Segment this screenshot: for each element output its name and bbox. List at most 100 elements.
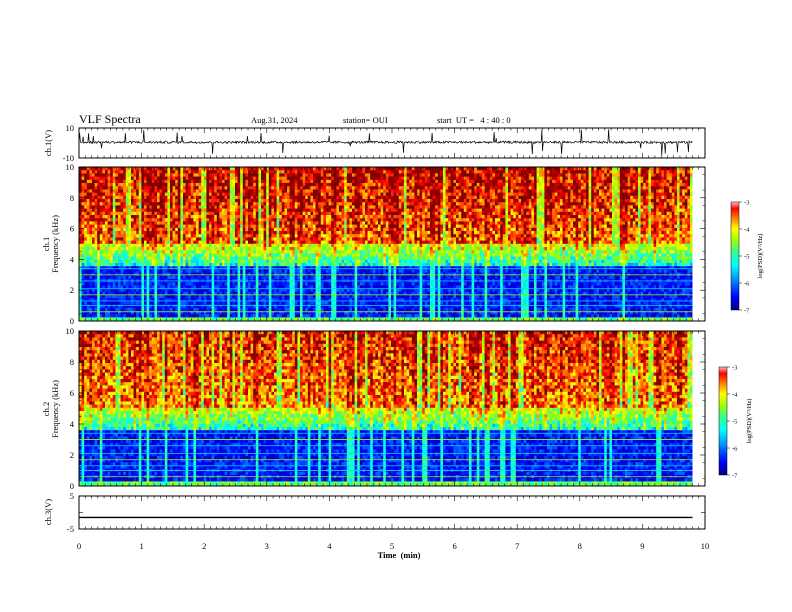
spectrogram-cell [120,263,124,267]
spectrogram-cell [120,167,124,171]
spectrogram-cell [201,314,205,318]
spectrogram-cell [341,243,345,248]
spectrogram-cell [115,275,119,280]
spectrogram-cell [201,189,205,193]
spectrogram-cell [107,275,111,280]
spectrogram-cell [162,282,166,286]
spectrogram-cell [86,199,90,203]
spectrogram-cell [190,205,194,209]
spectrogram-cell [297,282,301,286]
spectrogram-cell [123,227,127,232]
spectrogram-cell [203,234,207,238]
spectrogram-cell [336,259,340,264]
spectrogram-cell [102,256,106,261]
spectrogram-cell [196,218,199,222]
spectrogram-cell [167,170,171,174]
spectrogram-cell [333,205,337,209]
spectrogram-cell [102,298,106,302]
spectrogram-cell [112,183,116,187]
spectrogram-cell [240,259,244,264]
spectrogram-cell [154,218,158,222]
spectrogram-cell [193,307,197,312]
spectrogram-cell [99,189,103,193]
spectrogram-cell [279,304,283,309]
spectrogram-cell [224,282,228,286]
spectrogram-cell [157,243,160,248]
spectrogram-cell [336,275,340,280]
spectrogram-cell [180,170,184,174]
spectrogram-cell [274,179,277,184]
spectrogram-cell [297,314,301,318]
spectrogram-cell [229,195,233,200]
spectrogram-cell [305,195,309,200]
spectrogram-cell [193,298,197,302]
spectrogram-cell [248,170,251,174]
spectrogram-cell [232,291,236,296]
spectrogram-cell [258,256,262,261]
spectrogram-cell [242,202,246,206]
spectrogram-cell [209,259,212,264]
spectrogram-cell [268,259,272,264]
spectrogram-cell [198,211,202,216]
spectrogram-cell [162,269,166,273]
spectrogram-cell [268,298,272,302]
spectrogram-cell [284,266,288,270]
spectrogram-cell [302,282,306,286]
spectrogram-cell [271,186,275,190]
spectrogram-cell [198,269,202,273]
spectrogram-cell [222,186,225,190]
spectrogram-cell [193,179,197,184]
spectrogram-cell [112,195,116,200]
spectrogram-cell [118,192,121,197]
spectrogram-cell [84,189,88,193]
spectrogram-cell [240,199,244,203]
spectrogram-cell [326,173,329,177]
spectrogram-cell [120,285,124,289]
spectrogram-cell [128,250,132,254]
spectrogram-cell [159,304,163,309]
spectrogram-cell [162,307,166,312]
spectrogram-cell [331,221,335,225]
spectrogram-cell [177,195,181,200]
spectrogram-cell [79,205,82,209]
spectrogram-cell [219,266,223,270]
spectrogram-cell [224,231,228,235]
spectrogram-cell [214,215,218,219]
spectrogram-cell [146,211,150,216]
spectrogram-cell [183,288,186,293]
spectrogram-cell [310,167,314,171]
spectrogram-cell [279,285,283,289]
spectrogram-cell [227,227,231,232]
spectrogram-cell [235,221,238,225]
spectrogram-cell [313,227,316,232]
spectrogram-cell [310,186,314,190]
spectrogram-cell [188,256,192,261]
spectrogram-cell [313,179,316,184]
spectrogram-cell [128,221,132,225]
spectrogram-cell [120,259,124,264]
spectrogram-cell [115,202,119,206]
spectrogram-cell [203,311,207,315]
spectrogram-cell [339,224,342,229]
spectrogram-cell [118,202,121,206]
spectrogram-cell [110,189,114,193]
spectrogram-cell [224,205,228,209]
spectrogram-cell [235,237,238,241]
spectrogram-cell [110,227,114,232]
spectrogram-cell [216,237,220,241]
spectrogram-cell [175,317,179,321]
spectrogram-cell [289,186,293,190]
spectrogram-cell [224,183,228,187]
spectrogram-cell [305,192,309,197]
spectrogram-cell [279,307,283,312]
spectrogram-cell [162,224,166,229]
spectrogram-cell [190,301,194,305]
spectrogram-cell [151,205,155,209]
spectrogram-cell [89,231,93,235]
spectrogram-cell [206,189,210,193]
spectrogram-cell [313,253,316,257]
spectrogram-cell [339,170,342,174]
spectrogram-cell [180,304,184,309]
spectrogram-cell [328,301,332,305]
spectrogram-cell [313,263,316,267]
